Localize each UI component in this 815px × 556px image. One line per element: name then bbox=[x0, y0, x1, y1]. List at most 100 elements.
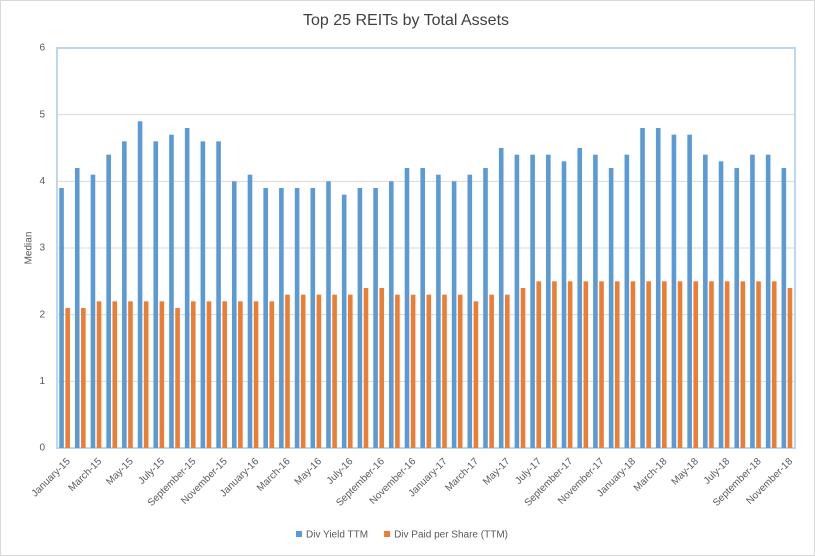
legend-label: Div Yield TTM bbox=[306, 530, 368, 541]
bar bbox=[294, 188, 300, 448]
bar bbox=[457, 294, 463, 448]
legend-swatch bbox=[296, 531, 302, 537]
bar bbox=[498, 148, 504, 448]
bar bbox=[693, 281, 699, 448]
bar bbox=[222, 301, 227, 448]
bar bbox=[81, 308, 86, 448]
bar bbox=[646, 281, 651, 448]
bar bbox=[765, 154, 771, 448]
bar bbox=[96, 301, 102, 448]
bar bbox=[514, 154, 520, 448]
bar bbox=[624, 154, 630, 448]
bar bbox=[153, 141, 159, 449]
plot-frame bbox=[56, 47, 796, 449]
bar bbox=[341, 194, 347, 448]
bar bbox=[436, 174, 441, 448]
bar bbox=[599, 281, 604, 448]
bar bbox=[310, 188, 316, 448]
bar bbox=[608, 168, 614, 448]
bar bbox=[238, 301, 243, 448]
bar bbox=[442, 294, 447, 448]
bar bbox=[253, 301, 259, 448]
bar bbox=[614, 281, 620, 448]
bar bbox=[740, 281, 746, 448]
bar bbox=[577, 148, 583, 448]
bar bbox=[583, 281, 589, 448]
bar bbox=[175, 308, 180, 448]
bar bbox=[530, 154, 535, 448]
bar bbox=[90, 174, 96, 448]
bar bbox=[655, 128, 661, 448]
bar bbox=[505, 294, 510, 448]
bar bbox=[300, 294, 306, 448]
bar bbox=[420, 168, 425, 448]
bar bbox=[231, 181, 237, 449]
y-tick-label: 1 bbox=[39, 376, 45, 387]
bar bbox=[326, 181, 331, 449]
bar bbox=[687, 134, 692, 448]
bar bbox=[734, 168, 740, 448]
bar bbox=[347, 294, 353, 448]
bar bbox=[724, 281, 730, 448]
bar bbox=[395, 294, 400, 448]
bar bbox=[630, 281, 636, 448]
bar bbox=[756, 281, 761, 448]
bar bbox=[159, 301, 165, 448]
bar bbox=[316, 294, 322, 448]
y-axis-label: Median bbox=[24, 232, 35, 265]
bar bbox=[473, 301, 479, 448]
bar bbox=[787, 288, 793, 448]
bar bbox=[137, 121, 143, 448]
bar bbox=[122, 141, 127, 449]
y-tick-label: 2 bbox=[39, 309, 45, 320]
bar bbox=[546, 154, 551, 448]
bar bbox=[718, 161, 724, 449]
bar bbox=[106, 154, 111, 448]
bar bbox=[567, 281, 573, 448]
y-tick-label: 0 bbox=[39, 443, 45, 454]
bar bbox=[489, 294, 494, 448]
bar bbox=[269, 301, 275, 448]
bar bbox=[781, 168, 787, 448]
bar bbox=[74, 168, 80, 448]
bar bbox=[263, 188, 268, 448]
bar bbox=[363, 288, 369, 448]
y-tick-label: 6 bbox=[39, 43, 45, 54]
y-tick-label: 3 bbox=[39, 243, 45, 254]
bar bbox=[593, 154, 598, 448]
bar bbox=[451, 181, 457, 449]
bar bbox=[410, 294, 416, 448]
bar bbox=[671, 134, 677, 448]
bar bbox=[143, 301, 149, 448]
bar bbox=[332, 294, 337, 448]
bar bbox=[216, 141, 221, 449]
bar bbox=[640, 128, 645, 448]
bar bbox=[552, 281, 557, 448]
bar bbox=[247, 174, 253, 448]
bar bbox=[561, 161, 567, 449]
bar bbox=[112, 301, 118, 448]
legend-swatch bbox=[384, 531, 391, 537]
bar bbox=[709, 281, 714, 448]
legend-label: Div Paid per Share (TTM) bbox=[394, 530, 508, 541]
bar bbox=[206, 301, 212, 448]
bar bbox=[190, 301, 196, 448]
bar bbox=[279, 188, 284, 448]
bar bbox=[404, 168, 410, 448]
bar bbox=[703, 154, 708, 448]
bar bbox=[357, 188, 363, 448]
bar bbox=[169, 134, 174, 448]
bar bbox=[426, 294, 432, 448]
bar bbox=[467, 174, 473, 448]
y-tick-label: 5 bbox=[39, 109, 45, 120]
bar bbox=[662, 281, 667, 448]
bar bbox=[750, 154, 755, 448]
bar bbox=[285, 294, 290, 448]
chart-title: Top 25 REITs by Total Assets bbox=[303, 12, 509, 29]
bar bbox=[771, 281, 777, 448]
y-tick-label: 4 bbox=[39, 176, 45, 187]
bar bbox=[59, 188, 64, 448]
bar bbox=[483, 168, 488, 448]
bar bbox=[65, 308, 70, 448]
